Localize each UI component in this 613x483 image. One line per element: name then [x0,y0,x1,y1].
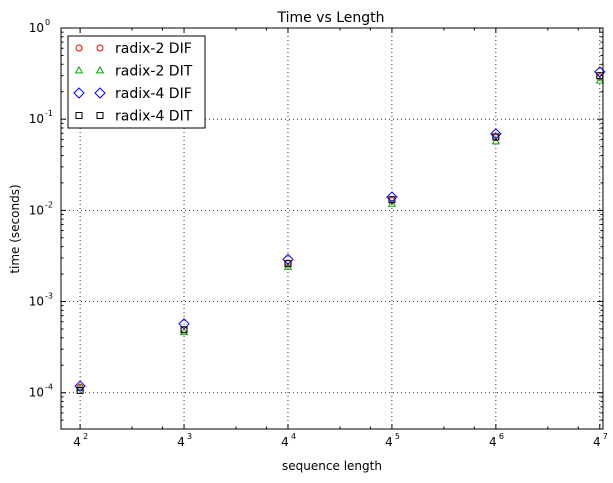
x-tick-exponent: 7 [603,432,608,441]
y-tick-base: 10 [29,21,44,35]
legend-box [67,35,206,129]
y-tick-exponent: 0 [45,18,50,27]
legend-marker-radix-2-dif [75,44,83,52]
point-radix-4-dif [74,380,86,392]
x-axis-label: sequence length [282,459,382,473]
y-tick-exponent: -1 [45,109,53,118]
y-tick-label: 10 -1 [29,109,53,126]
x-tick-base: 4 [385,435,393,449]
y-tick-base: 10 [29,386,44,400]
point-radix-2-dit [179,327,189,336]
point-radix-4-dit [284,260,292,268]
legend-marker-radix-4-dit [96,112,104,119]
chart-title: Time vs Length [276,10,384,26]
y-tick-exponent: -2 [45,200,53,209]
y-tick-label: 10 0 [29,18,50,35]
point-radix-4-dif [490,128,502,140]
point-radix-4-dit [180,326,188,334]
y-axis-label: time (seconds) [8,184,22,273]
x-tick-base: 4 [281,435,289,449]
legend-marker-radix-2-dit [95,65,105,74]
point-radix-2-dit [387,199,397,207]
y-tick-label: 10 -3 [29,292,53,309]
x-tick-exponent: 3 [187,432,192,441]
x-tick-exponent: 5 [395,432,400,441]
legend-label-radix-4-dif: radix-4 DIF [115,86,192,102]
point-radix-2-dit [595,75,604,84]
y-tick-label: 10 -4 [29,383,53,400]
point-radix-4-dit [388,196,396,204]
legend-marker-radix-4-dit [75,112,83,119]
x-tick-base: 4 [177,435,185,449]
y-tick-label: 10 -2 [29,200,53,217]
x-tick-base: 4 [73,435,81,449]
point-radix-4-dit [492,133,500,141]
point-radix-4-dit [76,386,84,394]
y-tick-exponent: -4 [45,383,53,392]
legend-label-radix-4-dit: radix-4 DIT [115,109,193,125]
legend-marker-radix-4-dif [73,87,85,99]
legend-marker-radix-2-dif [96,44,104,52]
x-tick-base: 4 [593,435,601,449]
y-tick-base: 10 [29,203,44,217]
point-radix-4-dif [282,253,294,266]
y-tick-exponent: -3 [45,292,53,301]
x-tick-exponent: 4 [291,432,296,441]
data-points [74,66,606,394]
x-tick-exponent: 2 [83,432,88,441]
plot-frame [60,27,604,430]
gridlines [61,28,603,429]
legend-marker-radix-2-dit [74,65,84,74]
legend-label-radix-2-dit: radix-2 DIT [115,64,193,80]
point-radix-4-dif [386,191,398,203]
legend-label-radix-2-dif: radix-2 DIF [115,41,192,57]
point-radix-4-dif [178,318,190,330]
y-tick-base: 10 [29,295,44,309]
legend: radix-2 DIF radix-2 DIT radix-4 DIF radix-4… [67,35,206,129]
x-tick-base: 4 [489,435,497,449]
y-tick-base: 10 [29,112,44,126]
legend-marker-radix-4-dif [94,87,106,99]
point-radix-2-dit [491,136,501,145]
x-tick-exponent: 6 [499,432,504,441]
